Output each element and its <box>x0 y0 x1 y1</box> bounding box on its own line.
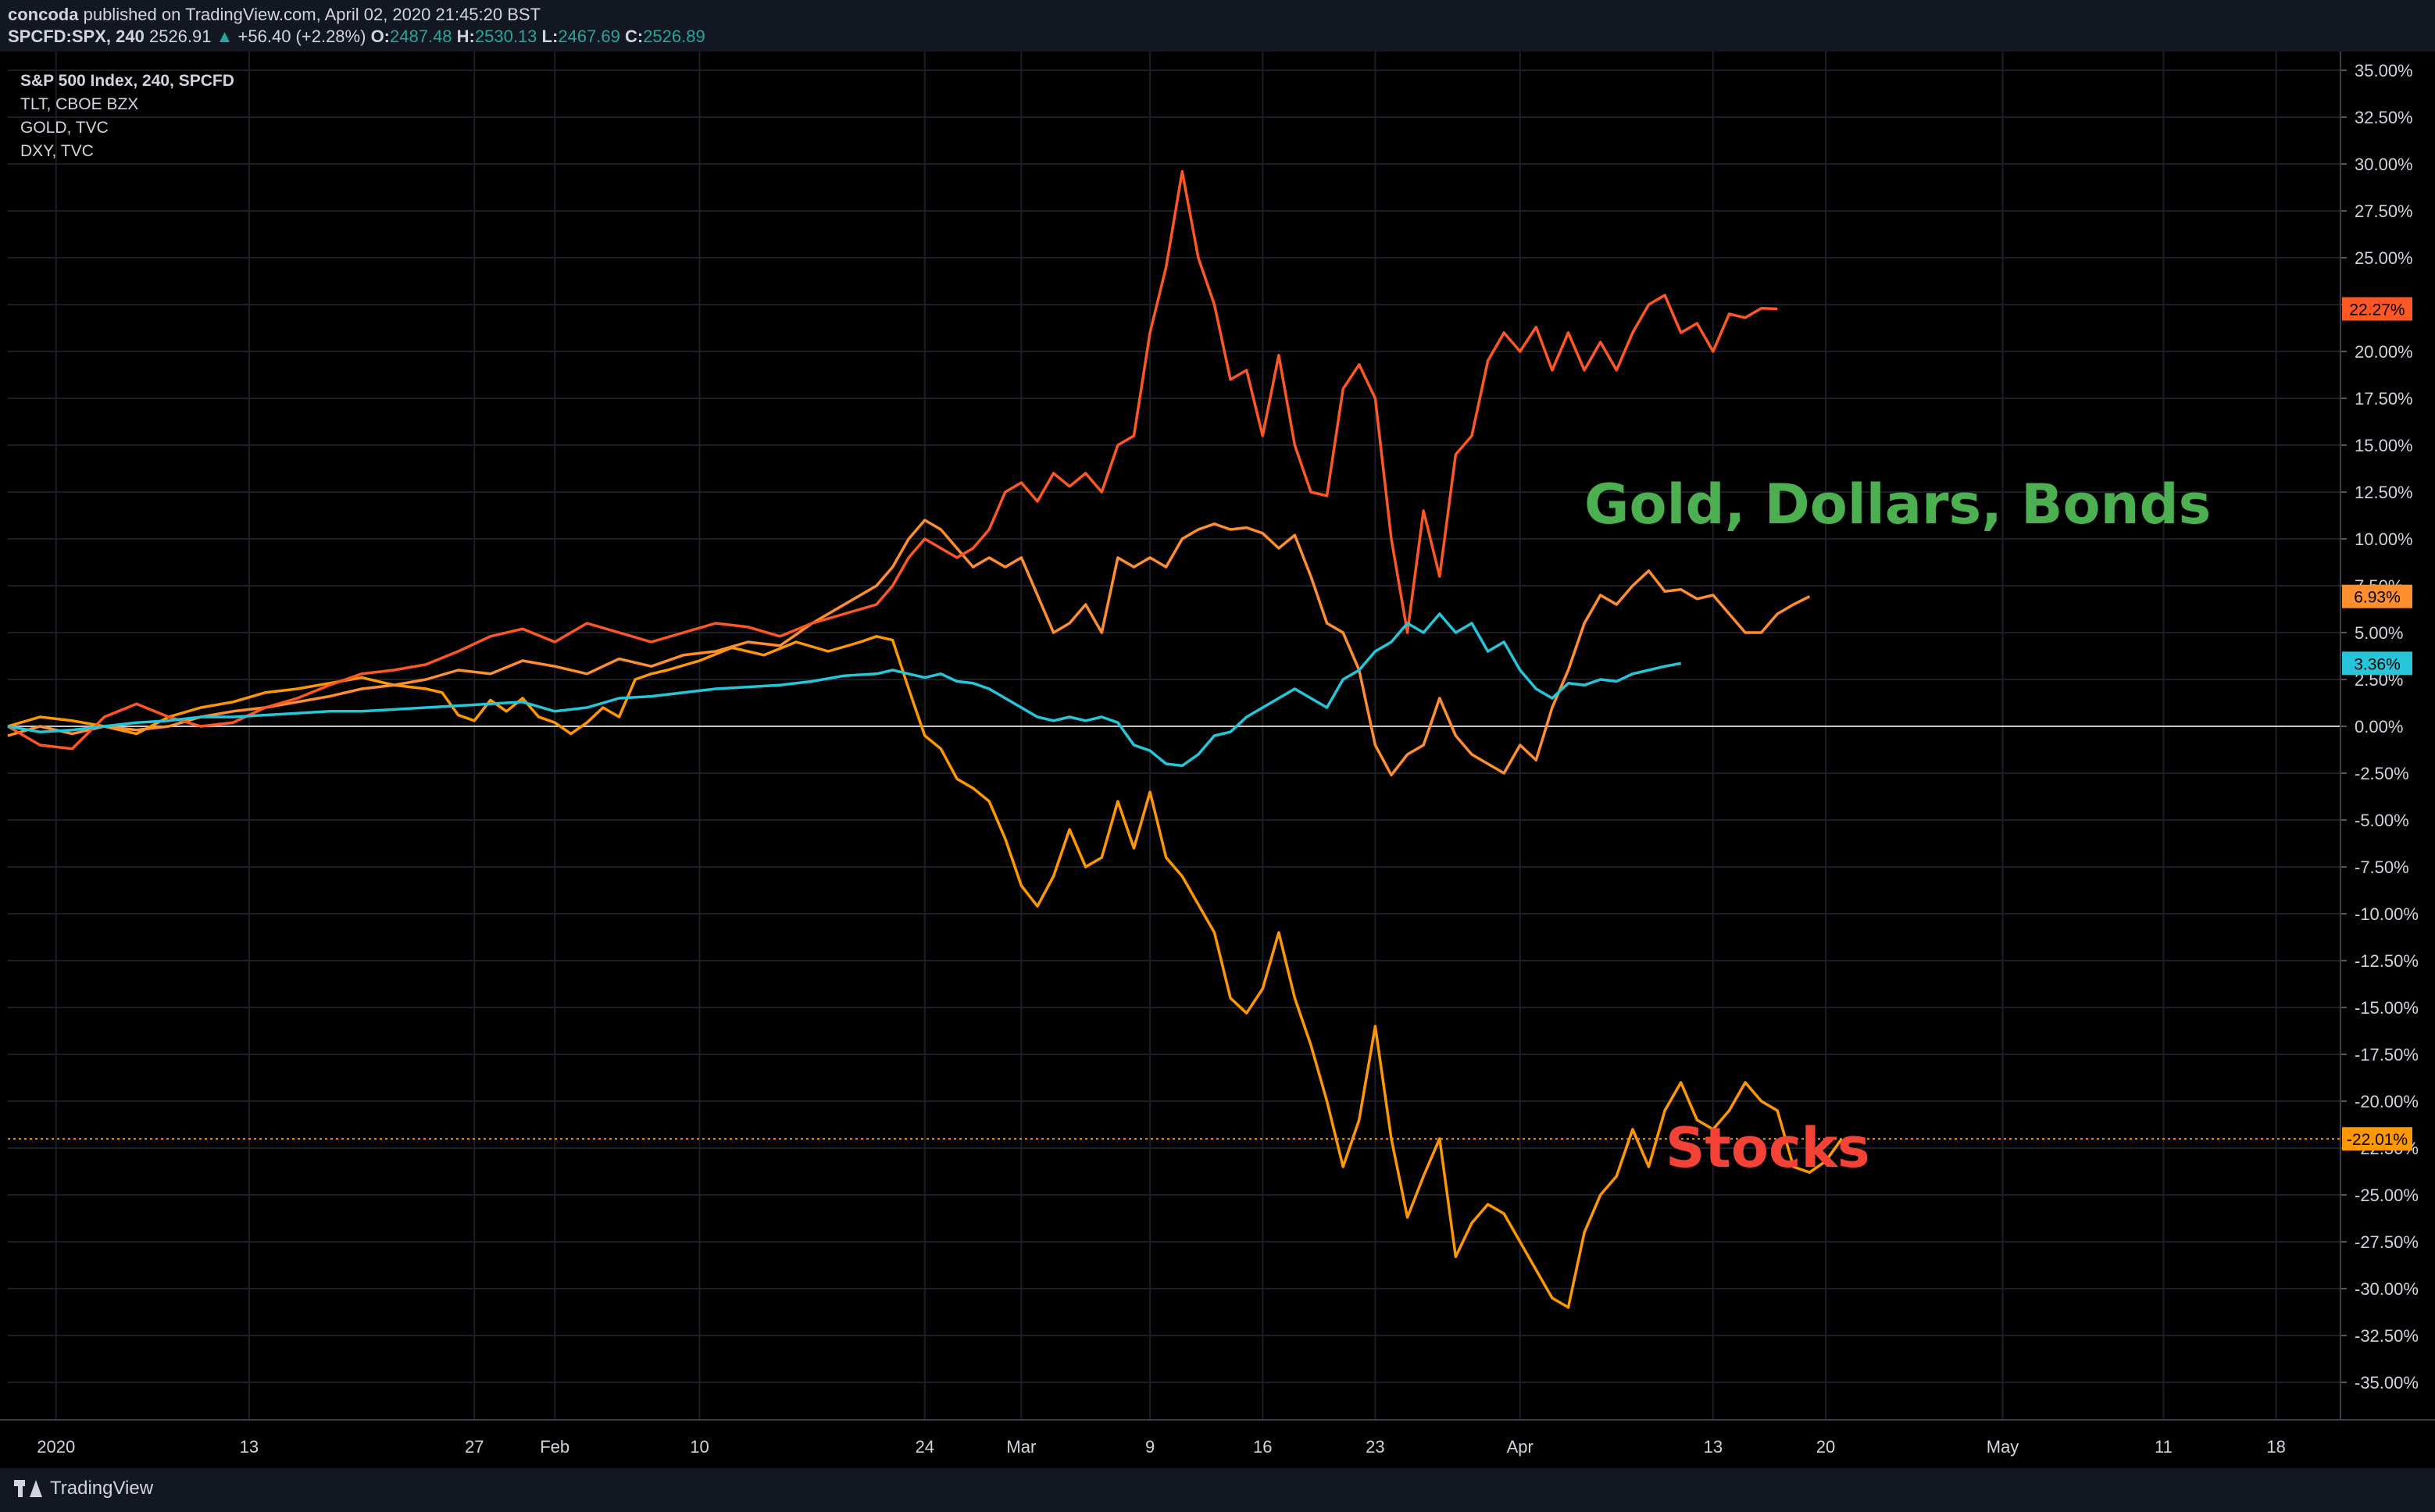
high-value: 2530.13 <box>474 27 537 46</box>
annotation-gold-dollars-bonds: Gold, Dollars, Bonds <box>1584 472 2211 537</box>
x-tick-label: Mar <box>1006 1437 1036 1457</box>
y-tick-label: -15.00% <box>2355 998 2419 1018</box>
published-text: published on TradingView.com, April 02, … <box>83 5 541 24</box>
last-value-label: 22.27% <box>2349 301 2405 319</box>
y-tick-label: 25.00% <box>2355 248 2413 268</box>
legend: S&P 500 Index, 240, SPCFD TLT, CBOE BZX GO… <box>20 72 234 160</box>
y-tick-label: 27.50% <box>2355 201 2413 221</box>
footer-bar: TradingView <box>0 1468 2435 1512</box>
x-tick-label: 18 <box>2266 1437 2285 1457</box>
price-change: +56.40 (+2.28%) <box>237 27 366 46</box>
low-label: L: <box>541 27 559 46</box>
tradingview-brand[interactable]: TradingView <box>14 1478 153 1500</box>
x-tick-label: Apr <box>1507 1437 1533 1457</box>
x-tick-label: 24 <box>916 1437 934 1457</box>
series-line[interactable] <box>7 635 1844 1309</box>
grid-lines <box>8 52 2340 1420</box>
y-tick-label: 17.50% <box>2355 389 2413 408</box>
annotation-stocks: Stocks <box>1666 1116 1870 1180</box>
y-tick-label: 32.50% <box>2355 108 2413 127</box>
last-price: 2526.91 <box>148 27 212 46</box>
x-tick-label: 27 <box>465 1437 484 1457</box>
low-value: 2467.69 <box>558 27 620 46</box>
x-tick-label: 9 <box>1145 1437 1155 1457</box>
y-tick-label: 5.00% <box>2355 623 2403 643</box>
y-tick-label: -10.00% <box>2355 904 2419 924</box>
symbol-line: SPCFD:SPX, 240 2526.91 ▲ +56.40 (+2.28%)… <box>8 27 705 47</box>
price-labels: -22.01% 6.93% 22.27% 3.36% <box>2342 297 2412 1151</box>
x-tick-label: May <box>1987 1437 2019 1457</box>
up-arrow-icon: ▲ <box>216 27 234 46</box>
last-value-badge <box>2342 584 2412 608</box>
y-tick-label: -2.50% <box>2355 764 2409 783</box>
x-tick-label: 11 <box>2155 1437 2173 1457</box>
publisher-name[interactable]: concoda <box>8 5 79 24</box>
last-value-label: -22.01% <box>2347 1131 2408 1149</box>
last-value-label: 3.36% <box>2354 655 2401 673</box>
x-tick-label: 16 <box>1253 1437 1272 1457</box>
y-tick-label: 15.00% <box>2355 436 2413 455</box>
y-tick-label: 30.00% <box>2355 155 2413 174</box>
series-line[interactable] <box>7 519 1811 777</box>
x-tick-label: 13 <box>240 1437 259 1457</box>
symbol-name[interactable]: SPCFD:SPX, 240 <box>8 27 145 46</box>
x-tick-label: Feb <box>540 1437 569 1457</box>
y-tick-label: -32.50% <box>2355 1326 2419 1346</box>
annotations: Gold, Dollars, Bonds Stocks <box>1584 472 2211 1180</box>
y-tick-label: 35.00% <box>2355 61 2413 80</box>
comparison-chart[interactable]: 35.00%32.50%30.00%27.50%25.00%22.50%20.0… <box>0 52 2435 1468</box>
legend-entry[interactable]: GOLD, TVC <box>20 119 109 137</box>
y-tick-label: -12.50% <box>2355 951 2419 971</box>
close-label: C: <box>624 27 644 46</box>
y-tick-label: -5.00% <box>2355 811 2409 830</box>
close-value: 2526.89 <box>643 27 705 46</box>
legend-entry[interactable]: S&P 500 Index, 240, SPCFD <box>20 72 234 90</box>
high-label: H: <box>456 27 475 46</box>
last-value-badge <box>2342 1127 2412 1151</box>
y-tick-label: 0.00% <box>2355 717 2403 736</box>
legend-entry[interactable]: DXY, TVC <box>20 142 94 160</box>
tradingview-logo-icon <box>14 1480 42 1497</box>
x-tick-label: 10 <box>690 1437 709 1457</box>
y-tick-label: -35.00% <box>2355 1373 2419 1393</box>
y-tick-label: -7.50% <box>2355 858 2409 877</box>
chart-background <box>0 52 2435 1468</box>
open-label: O: <box>370 27 391 46</box>
last-value-label: 6.93% <box>2354 589 2401 607</box>
x-tick-label: 20 <box>1816 1437 1835 1457</box>
y-tick-label: 20.00% <box>2355 342 2413 362</box>
series-lines <box>7 169 1844 1309</box>
x-tick-label: 2020 <box>37 1437 75 1457</box>
y-tick-label: 12.50% <box>2355 483 2413 502</box>
y-tick-label: -20.00% <box>2355 1092 2419 1111</box>
y-tick-label: -27.50% <box>2355 1232 2419 1252</box>
x-tick-label: 13 <box>1704 1437 1723 1457</box>
series-line[interactable] <box>7 169 1778 751</box>
last-value-badge <box>2342 651 2412 676</box>
publish-header: concoda published on TradingView.com, Ap… <box>0 0 2435 52</box>
brand-name: TradingView <box>50 1478 154 1499</box>
legend-entry[interactable]: TLT, CBOE BZX <box>20 95 138 113</box>
series-line[interactable] <box>7 612 1682 768</box>
last-value-badge <box>2342 297 2412 321</box>
y-tick-label: -30.00% <box>2355 1279 2419 1299</box>
open-value: 2487.48 <box>390 27 452 46</box>
y-tick-label: 10.00% <box>2355 530 2413 549</box>
y-tick-label: -25.00% <box>2355 1186 2419 1205</box>
y-tick-label: -17.50% <box>2355 1045 2419 1064</box>
x-tick-label: 23 <box>1366 1437 1384 1457</box>
publisher-line: concoda published on TradingView.com, Ap… <box>8 5 541 25</box>
